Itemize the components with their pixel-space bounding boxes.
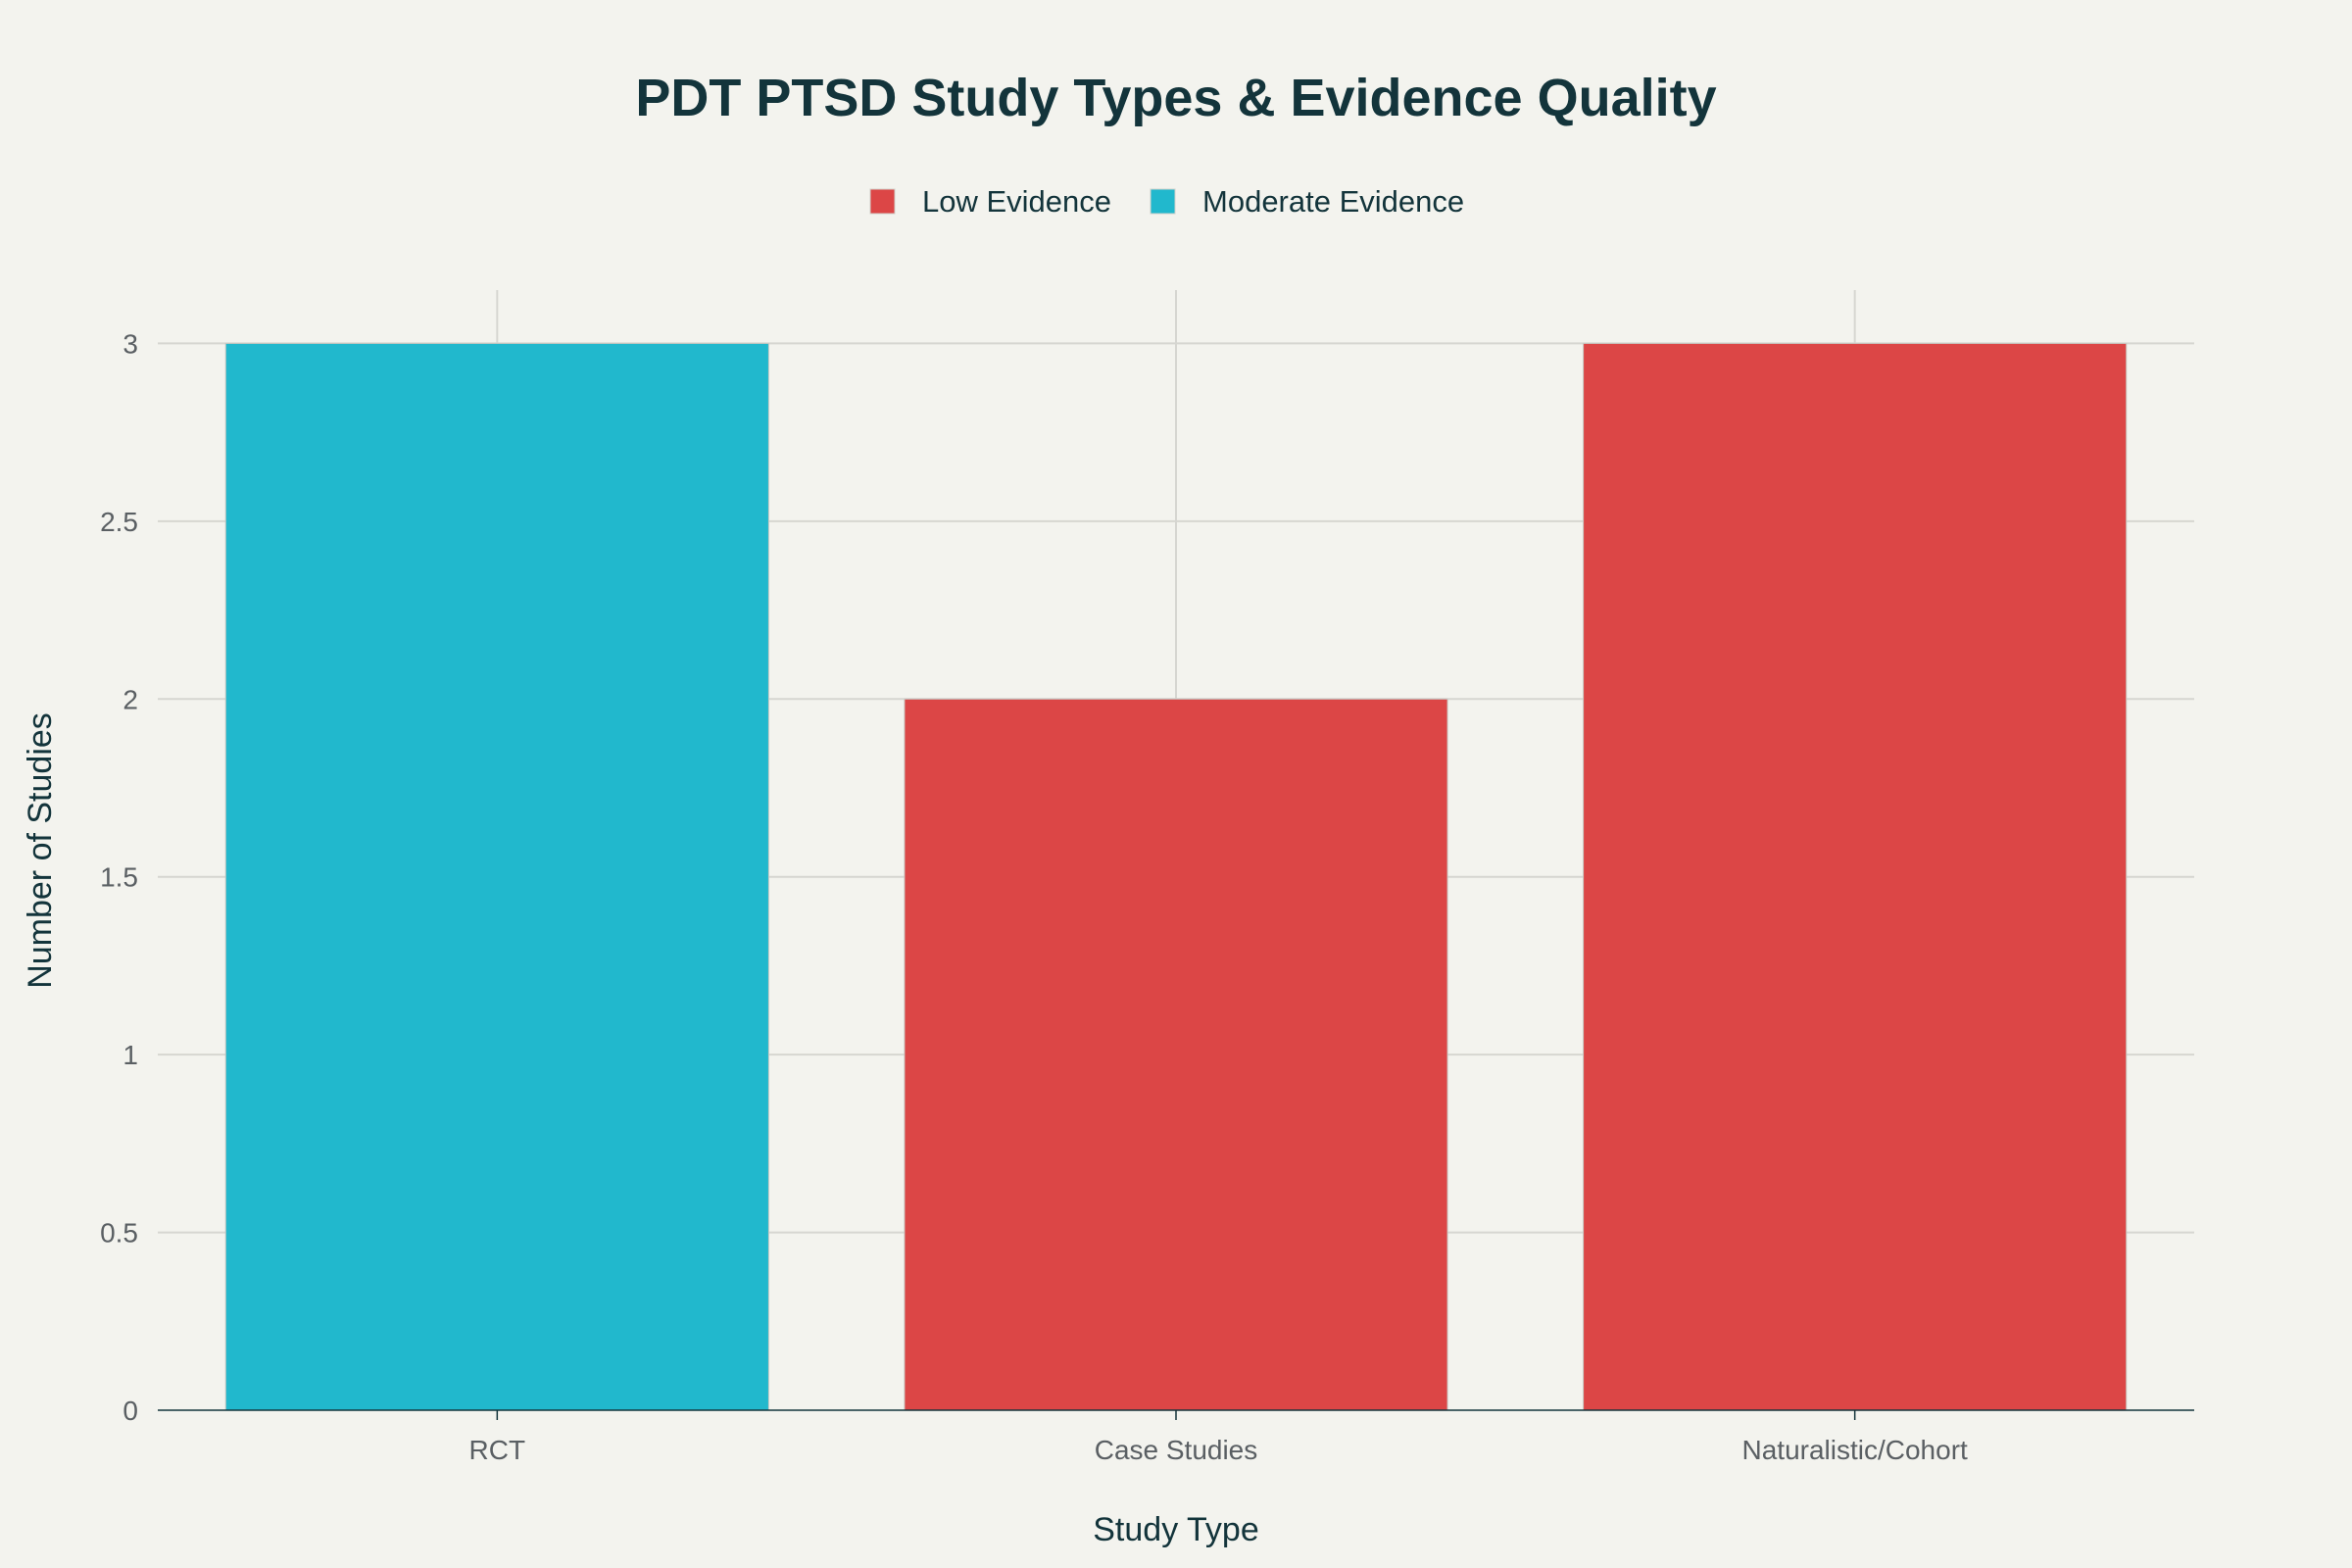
bars — [224, 342, 2128, 1411]
x-axis-title: Study Type — [1093, 1511, 1259, 1548]
x-tick-label: Case Studies — [1095, 1435, 1258, 1465]
y-axis-title: Number of Studies — [22, 712, 59, 989]
bar-rct[interactable] — [224, 342, 769, 1411]
y-tick-labels: 0 0.5 1 1.5 2 2.5 3 — [100, 328, 138, 1426]
chart-title: PDT PTSD Study Types & Evidence Quality — [635, 69, 1716, 127]
legend-swatch-0 — [869, 188, 896, 215]
legend-swatch-1 — [1150, 188, 1176, 215]
y-tick-label: 0.5 — [100, 1218, 138, 1249]
legend-label[interactable]: Low Evidence — [922, 184, 1111, 219]
y-tick-label: 3 — [122, 328, 138, 359]
legend-label[interactable]: Moderate Evidence — [1202, 184, 1464, 219]
y-tick-label: 2 — [122, 684, 138, 714]
y-tick-label: 0 — [122, 1396, 138, 1426]
bar-case-studies[interactable] — [904, 698, 1448, 1411]
y-tick-label: 1 — [122, 1040, 138, 1070]
y-tick-label: 1.5 — [100, 862, 138, 893]
x-tick-labels: RCT Case Studies Naturalistic/Cohort — [469, 1410, 1968, 1465]
legend: Low Evidence Moderate Evidence — [869, 184, 1464, 219]
x-tick-label: RCT — [469, 1435, 526, 1465]
x-tick-label: Naturalistic/Cohort — [1742, 1435, 1969, 1465]
bar-naturalistic-cohort[interactable] — [1583, 342, 2128, 1411]
y-tick-label: 2.5 — [100, 507, 138, 537]
